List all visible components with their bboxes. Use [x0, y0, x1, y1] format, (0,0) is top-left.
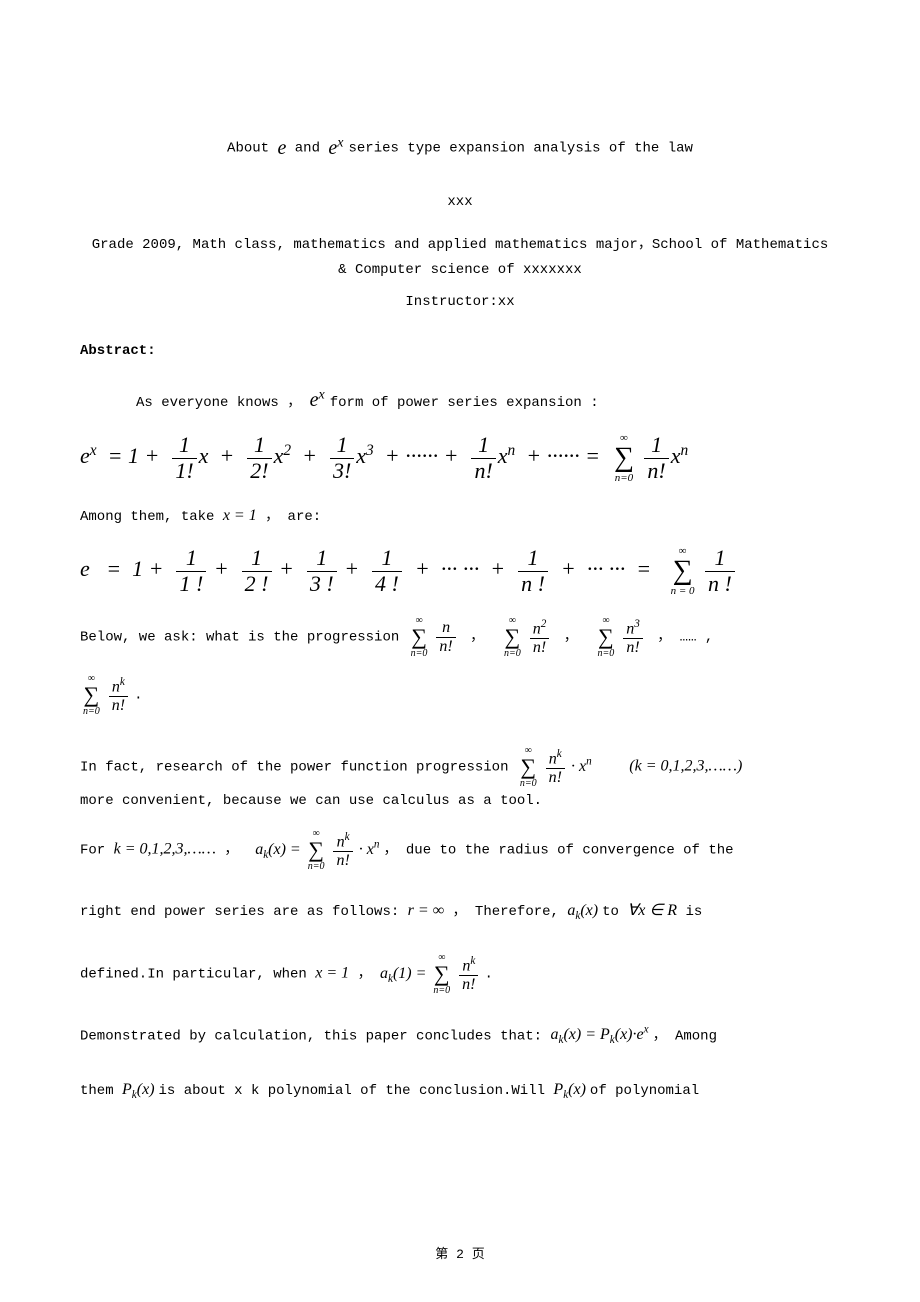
- para-5: For k = 0,1,2,3,…… ， ak(x) = ∞∑n=0 nkn! …: [80, 828, 840, 996]
- x-eq-1: x = 1: [223, 507, 257, 524]
- sum-n: ∞∑n=0 nn!: [408, 628, 462, 645]
- ak-1: ak(1) = ∞∑n=0 nkn!: [380, 965, 485, 982]
- title-ex: ex: [328, 137, 348, 159]
- sum-n2: ∞∑n=0 n2n!: [501, 628, 555, 645]
- page-footer: 第 2 页: [0, 1243, 920, 1262]
- para-3-tail: ∞∑n=0 nkn! .: [80, 673, 840, 717]
- para-2: Among them, take x = 1 ， are:: [80, 502, 840, 531]
- author: xxx: [80, 190, 840, 215]
- para-6: Demonstrated by calculation, this paper …: [80, 1020, 840, 1105]
- para-1: As everyone knows ， ex form of power ser…: [80, 382, 840, 418]
- forall-x: ∀x ∈ R: [627, 902, 677, 919]
- k-vals: k = 0,1,2,3,……: [114, 841, 216, 858]
- x-eq-1b: x = 1: [315, 965, 349, 982]
- pk-x: Pk(x): [122, 1081, 159, 1098]
- ak-def: ak(x) = ∞∑n=0 nkn! · xn: [255, 841, 383, 858]
- title-post: series type expansion analysis of the la…: [348, 141, 692, 157]
- sum-n3: ∞∑n=0 n3n!: [595, 628, 649, 645]
- k-cond: (k = 0,1,2,3,……): [629, 758, 742, 775]
- para-4: In fact, research of the power function …: [80, 745, 840, 814]
- ak-eq-pk-ex: ak(x) = Pk(x)·ex: [550, 1026, 652, 1043]
- equation-1: ex = 1 + 11!x + 12!x2 + 13!x3 + ······ +…: [80, 432, 840, 484]
- affiliation: Grade 2009, Math class, mathematics and …: [90, 233, 830, 283]
- title-e: e: [277, 137, 286, 159]
- sum-nk: ∞∑n=0 nkn!: [80, 686, 134, 703]
- page: About e and ex series type expansion ana…: [0, 0, 920, 1159]
- equation-2: e = 1 + 11 ! + 12 ! + 13 ! + 14 ! + ··· …: [80, 545, 840, 597]
- para-3: Below, we ask: what is the progression ∞…: [80, 615, 840, 659]
- title-mid: and: [295, 141, 329, 157]
- instructor: Instructor:xx: [80, 290, 840, 315]
- r-inf: r = ∞: [408, 902, 444, 919]
- abstract-label: Abstract:: [80, 339, 840, 364]
- title-pre: About: [227, 141, 277, 157]
- sum-nk-xn: ∞∑n=0 nkn! · xn: [517, 758, 596, 775]
- ak-x: ak(x): [567, 902, 602, 919]
- page-title: About e and ex series type expansion ana…: [80, 130, 840, 166]
- ex-inline: ex: [310, 389, 330, 411]
- pk-x-2: Pk(x): [553, 1081, 590, 1098]
